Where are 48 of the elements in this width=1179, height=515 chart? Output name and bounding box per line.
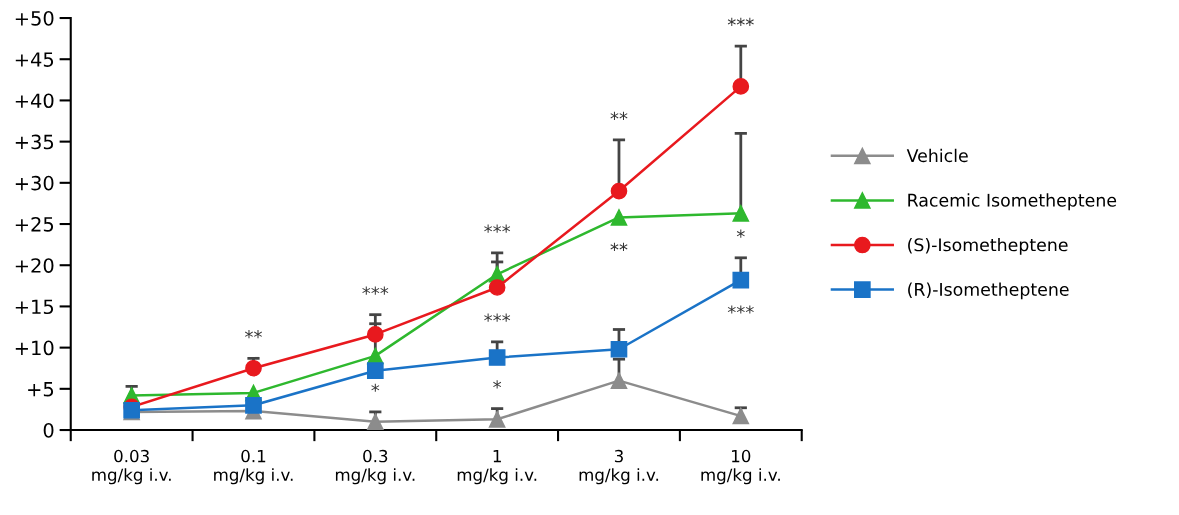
point [245, 359, 262, 377]
point [366, 362, 384, 380]
point [732, 204, 750, 222]
point [732, 407, 750, 425]
point [732, 271, 750, 289]
point [488, 349, 506, 366]
x-tick-label: 0.1 mg/kg i.v. [214, 449, 293, 485]
y-tick-label: +20 [15, 258, 54, 273]
x-tick-label: 10 mg/kg i.v. [701, 449, 780, 485]
point [610, 340, 628, 358]
annotation: *** [362, 286, 389, 295]
annotation: *** [484, 224, 511, 233]
annotation: * [493, 380, 502, 389]
legend-label: (S)-Isometheptene [908, 237, 1068, 255]
point [610, 372, 628, 389]
legend-label: Racemic Isometheptene [908, 193, 1117, 211]
point [366, 413, 384, 431]
point [610, 182, 628, 200]
point [488, 279, 506, 296]
point [732, 78, 750, 95]
y-tick-label: +50 [15, 10, 54, 26]
legend-label: Vehicle [906, 148, 968, 163]
y-tick-label: +30 [15, 175, 54, 191]
x-tick-label: 0.03 mg/kg i.v. [92, 449, 171, 485]
legend-label: (R)-Isometheptene [908, 282, 1069, 300]
point [245, 396, 262, 414]
x-tick-label: 1 mg/kg i.v. [457, 449, 537, 485]
annotation: ** [610, 242, 628, 251]
annotation: ** [245, 330, 262, 339]
x-tick-label: 0.3 mg/kg i.v. [335, 449, 415, 485]
annotation: *** [484, 313, 511, 322]
y-tick-label: +40 [15, 93, 54, 109]
y-tick-label: +5 [28, 382, 54, 397]
annotation: *** [727, 17, 754, 27]
annotation: ** [610, 111, 628, 120]
annotation: * [371, 383, 380, 392]
point [610, 209, 628, 226]
y-tick-label: +15 [15, 299, 54, 315]
y-tick-label: +10 [15, 340, 54, 356]
y-tick-label: 0 [43, 422, 54, 438]
point [488, 410, 506, 428]
annotation: *** [727, 305, 754, 314]
y-tick-label: +25 [15, 216, 54, 232]
y-tick-label: +35 [15, 134, 54, 150]
point [366, 326, 384, 343]
annotation: * [736, 229, 745, 238]
y-tick-label: +45 [15, 52, 54, 67]
x-tick-label: 3 mg/kg i.v. [579, 449, 659, 485]
